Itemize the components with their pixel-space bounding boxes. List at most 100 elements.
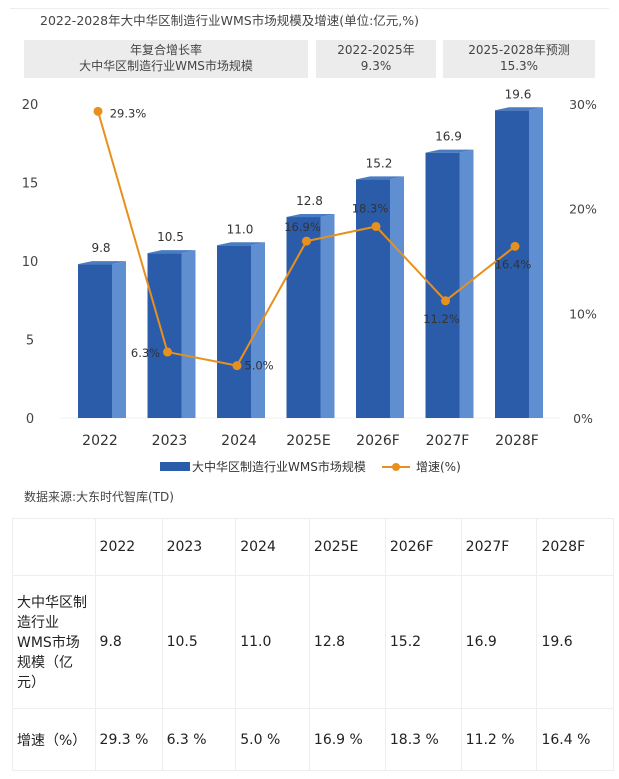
growth-point — [163, 347, 172, 357]
y-right-tick: 0% — [573, 411, 593, 426]
table-cell: 2023 — [161, 518, 237, 576]
growth-point — [441, 296, 450, 306]
bar-label: 19.6 — [505, 87, 532, 101]
y-left-tick: 20 — [22, 98, 39, 113]
table-cell — [12, 518, 96, 576]
growth-label: 16.9% — [284, 220, 321, 234]
growth-label: 29.3% — [110, 106, 147, 120]
table-cell: 15.2 — [384, 575, 462, 709]
table-cell: 19.6 — [536, 575, 614, 709]
legend-bar-swatch — [160, 462, 190, 471]
bar-side — [251, 242, 265, 418]
table-cell: 11.0 — [235, 575, 310, 709]
bar — [147, 253, 182, 418]
top-divider — [10, 8, 609, 9]
bar-top — [495, 107, 543, 111]
cagr-label: 年复合增长率 — [129, 43, 202, 57]
bar-label: 12.8 — [296, 194, 323, 208]
y-left-tick: 0 — [26, 412, 34, 427]
x-tick: 2022 — [82, 433, 118, 449]
table-cell: 11.2 % — [460, 708, 538, 771]
table-cell: 16.9 % — [308, 708, 386, 771]
bar-label: 16.9 — [435, 130, 462, 144]
growth-label: 11.2% — [423, 312, 460, 326]
cagr-sub: 大中华区制造行业WMS市场规模 — [79, 59, 253, 73]
growth-label: 18.3% — [352, 201, 389, 215]
x-tick: 2024 — [221, 433, 257, 449]
bar-top — [147, 250, 196, 254]
cagr-value: 15.3% — [499, 59, 539, 73]
cagr-period: 2025-2028年预测 — [468, 43, 570, 57]
bar-top — [217, 242, 265, 246]
chart-title: 2022-2028年大中华区制造行业WMS市场规模及增速(单位:亿元,%) — [40, 13, 420, 28]
y-right-tick: 10% — [569, 306, 597, 321]
table-cell: 2027F — [460, 518, 538, 576]
bar-side — [112, 261, 126, 418]
bar — [286, 217, 321, 418]
growth-point — [510, 241, 520, 251]
bar-top — [356, 176, 404, 180]
bar — [78, 264, 112, 418]
table-cell: 9.8 — [94, 575, 163, 709]
bar — [356, 179, 390, 418]
y-right-tick: 30% — [569, 97, 597, 112]
y-right-tick: 20% — [569, 202, 597, 217]
bar-side — [181, 250, 196, 418]
table-cell: 29.3 % — [94, 708, 163, 771]
x-tick: 2023 — [152, 433, 188, 449]
table-row: 大中华区制造行业WMS市场规模（亿元） 9.8 10.5 11.0 12.8 15.2 16… — [12, 575, 614, 709]
growth-point — [371, 221, 381, 231]
bar-label: 15.2 — [366, 156, 393, 170]
bar-side — [529, 107, 543, 418]
table-cell: 16.9 — [460, 575, 538, 709]
x-tick: 2026F — [356, 433, 400, 449]
growth-label: 5.0% — [244, 359, 273, 373]
y-left-tick: 10 — [22, 255, 39, 270]
bar-top — [425, 149, 474, 153]
table-cell: 16.4 % — [536, 708, 614, 771]
bar-side — [320, 214, 335, 418]
legend-line-label: 增速(%) — [416, 460, 461, 474]
table-cell: 5.0 % — [235, 708, 310, 771]
bar — [217, 245, 251, 418]
y-left-tick: 5 — [26, 334, 34, 349]
table-cell: 2025E — [308, 518, 386, 576]
table-cell: 2026F — [384, 518, 462, 576]
cagr-period-1: 2022-2025年 9.3% — [316, 40, 436, 78]
data-table: 2022 2023 2024 2025E 2026F 2027F 2028F 大中华区制造行… — [12, 518, 614, 771]
x-tick: 2028F — [495, 433, 539, 449]
bar-top — [286, 214, 335, 218]
legend-line-marker — [392, 463, 400, 471]
growth-label: 16.4% — [495, 257, 532, 271]
table-cell: 18.3 % — [384, 708, 462, 771]
x-tick: 2025E — [286, 433, 330, 449]
bar-label: 11.0 — [227, 222, 254, 236]
table-cell: 10.5 — [161, 575, 237, 709]
growth-point — [93, 106, 103, 116]
x-tick: 2027F — [426, 433, 470, 449]
table-cell: 2022 — [94, 518, 163, 576]
legend-bar-label: 大中华区制造行业WMS市场规模 — [192, 459, 366, 474]
growth-point — [302, 236, 311, 246]
bar-label: 10.5 — [157, 230, 184, 244]
growth-point — [232, 361, 242, 371]
cagr-period: 2022-2025年 — [337, 43, 415, 57]
bar — [495, 110, 529, 418]
bar-top — [78, 261, 126, 265]
table-cell: 6.3 % — [161, 708, 237, 771]
source-note: 数据来源:大东时代智库(TD) — [24, 490, 174, 504]
chart: 0 5 10 15 20 0% 10% 20% 30% 9.8 10.5 11.0 12.8 15.2 16… — [22, 87, 597, 474]
table-cell: 12.8 — [308, 575, 386, 709]
bar-label: 9.8 — [91, 241, 110, 255]
cagr-period-2: 2025-2028年预测 15.3% — [443, 40, 595, 78]
growth-label: 6.3% — [131, 346, 160, 360]
y-left-tick: 15 — [22, 177, 39, 192]
table-cell: 增速（%） — [12, 708, 96, 771]
table-row: 增速（%） 29.3 % 6.3 % 5.0 % 16.9 % 18.3 % 11.2 % 1… — [12, 708, 614, 771]
bar-side — [390, 176, 404, 418]
cagr-header: 年复合增长率大中华区制造行业WMS市场规模 — [24, 40, 308, 78]
table-header-row: 2022 2023 2024 2025E 2026F 2027F 2028F — [12, 518, 614, 576]
table-cell: 2028F — [536, 518, 614, 576]
table-cell: 2024 — [235, 518, 310, 576]
table-cell: 大中华区制造行业WMS市场规模（亿元） — [12, 575, 96, 709]
